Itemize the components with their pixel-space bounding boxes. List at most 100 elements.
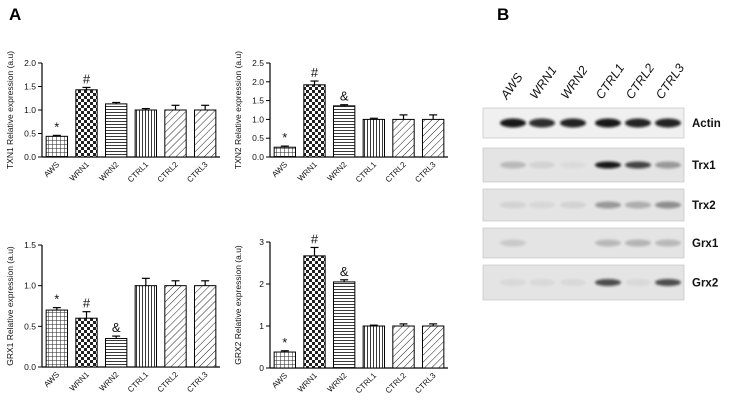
y-tick-label: 0 xyxy=(259,363,264,373)
y-tick-label: 0.0 xyxy=(252,152,264,162)
significance-mark: & xyxy=(340,89,349,104)
bar-ctrl2 xyxy=(392,118,415,158)
bar-wrn2 xyxy=(332,281,356,369)
bar-ctrl3 xyxy=(193,109,217,158)
x-tick-label: WRN2 xyxy=(326,160,349,183)
y-tick-label: 2.5 xyxy=(252,58,264,68)
significance-mark: * xyxy=(282,130,287,145)
y-axis-label: TXN2 Relative expression (a.u) xyxy=(233,51,243,169)
blot-row-grx1: Grx1 xyxy=(482,227,719,259)
bar-chart-2: 0.0 0.5 1.0 1.5 2.0 2.5 TXN2 Relative expressi… xyxy=(233,51,448,185)
bar-wrn2 xyxy=(104,103,128,158)
x-tick-label: WRN2 xyxy=(98,370,121,393)
significance-mark: & xyxy=(112,320,121,335)
protein-label: Trx1 xyxy=(692,160,716,172)
bar-ctrl1 xyxy=(134,285,158,368)
blot-band xyxy=(560,118,586,128)
bar-aws xyxy=(273,351,297,369)
x-tick-label: WRN1 xyxy=(68,370,91,393)
y-tick-label: 2 xyxy=(259,279,264,289)
blot-band xyxy=(655,118,681,128)
y-tick-label: 0.5 xyxy=(24,321,36,331)
bar-wrn2 xyxy=(104,338,128,368)
panel-letter-a: A xyxy=(9,5,22,24)
y-tick-label: 1.0 xyxy=(24,105,36,115)
x-tick-label: CTRL2 xyxy=(384,160,409,185)
blot-band xyxy=(595,201,621,209)
x-tick-label: WRN2 xyxy=(98,160,121,183)
blot-band xyxy=(655,201,681,209)
bar-wrn1 xyxy=(303,84,326,158)
lane-label-aws: AWS xyxy=(497,70,526,103)
x-tick-label: WRN1 xyxy=(296,160,319,183)
blot-band xyxy=(655,279,681,286)
x-tick-label: CTRL3 xyxy=(413,371,438,396)
x-tick-label: CTRL1 xyxy=(354,160,379,185)
significance-mark: # xyxy=(83,296,91,311)
y-tick-label: 1.5 xyxy=(24,240,36,250)
lane-label-ctrl1: CTRL1 xyxy=(593,61,627,101)
blot-band xyxy=(500,118,526,128)
y-tick-label: 2.0 xyxy=(24,58,36,68)
blot-row-trx2: Trx2 xyxy=(482,188,716,222)
blot-band xyxy=(560,279,586,286)
y-tick-label: 0.0 xyxy=(24,152,36,162)
protein-label: Actin xyxy=(692,118,721,130)
bar-ctrl3 xyxy=(421,325,445,369)
significance-mark: * xyxy=(282,335,287,350)
bar-ctrl2 xyxy=(164,285,187,368)
blot-band xyxy=(655,161,681,169)
blot-row-trx1: Trx1 xyxy=(482,147,716,183)
significance-mark: # xyxy=(311,65,319,80)
blot-band xyxy=(595,279,621,286)
bar-wrn1 xyxy=(75,89,98,158)
y-axis-label: TXN1 Relative expression (a.u) xyxy=(5,51,15,169)
blot-band xyxy=(529,161,555,169)
blot-band xyxy=(625,201,651,209)
y-tick-label: 0.5 xyxy=(24,129,36,139)
bar-ctrl3 xyxy=(193,285,217,368)
significance-mark: * xyxy=(54,292,59,307)
x-tick-label: CTRL2 xyxy=(156,160,181,185)
lane-label-wrn1: WRN1 xyxy=(527,64,560,102)
significance-mark: * xyxy=(54,119,59,134)
blot-band xyxy=(595,118,621,128)
blot-row-grx2: Grx2 xyxy=(482,264,718,301)
blot-band xyxy=(529,118,555,128)
lane-label-ctrl2: CTRL2 xyxy=(623,61,657,102)
blot-band xyxy=(625,118,651,128)
x-tick-label: CTRL1 xyxy=(126,160,151,185)
bar-chart-3: 0.0 0.5 1.0 1.5 GRX1 Relative expression (a.… xyxy=(5,240,220,394)
y-tick-label: 0.5 xyxy=(252,133,264,143)
x-tick-label: WRN2 xyxy=(326,371,349,394)
significance-mark: # xyxy=(83,71,91,86)
x-tick-label: AWS xyxy=(42,370,61,389)
bar-ctrl2 xyxy=(164,109,187,158)
blot-band xyxy=(500,201,526,209)
blot-band xyxy=(595,239,621,247)
significance-mark: # xyxy=(311,231,319,246)
blot-row-actin: Actin xyxy=(482,107,721,139)
bar-aws xyxy=(45,135,69,158)
bar-ctrl3 xyxy=(421,118,445,158)
x-tick-label: CTRL2 xyxy=(156,370,181,395)
bar-chart-1: 0.0 0.5 1.0 1.5 2.0 TXN1 Relative expression … xyxy=(5,51,220,185)
x-tick-label: CTRL3 xyxy=(413,160,438,185)
bar-ctrl1 xyxy=(362,118,386,158)
x-tick-label: AWS xyxy=(270,160,289,179)
bar-aws xyxy=(273,146,297,158)
lane-label-wrn2: WRN2 xyxy=(558,64,591,102)
y-tick-label: 1.5 xyxy=(252,96,264,106)
x-tick-label: CTRL2 xyxy=(384,371,409,396)
protein-label: Trx2 xyxy=(692,200,716,212)
blot-band xyxy=(625,239,651,247)
blot-band xyxy=(560,201,586,209)
x-tick-label: AWS xyxy=(270,371,289,390)
protein-label: Grx1 xyxy=(692,238,719,250)
y-tick-label: 0.0 xyxy=(24,362,36,372)
x-tick-label: CTRL1 xyxy=(126,370,151,395)
blot-band xyxy=(500,239,526,247)
bar-ctrl1 xyxy=(134,109,158,158)
